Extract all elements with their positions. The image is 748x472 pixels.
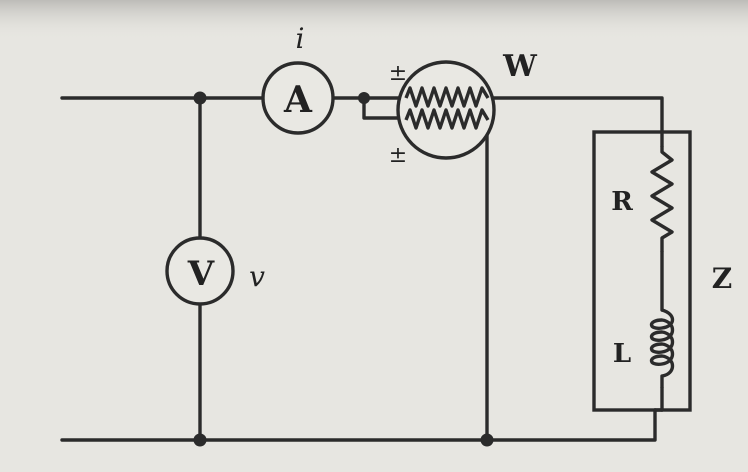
- voltmeter-symbol: V: [187, 254, 215, 294]
- node-bottom-left: [193, 433, 207, 447]
- resistor-label: R: [611, 187, 633, 217]
- top-wire-right: [490, 96, 664, 134]
- wattmeter-label: W: [502, 49, 538, 84]
- voltmeter: V: [165, 236, 235, 306]
- node-wattmeter-junction: [358, 92, 370, 104]
- impedance-box: [592, 130, 692, 412]
- voltage-label: v: [249, 260, 265, 293]
- polarity-mark-voltage: ±: [389, 143, 407, 168]
- photo-shading: [0, 0, 748, 40]
- wattmeter: [396, 60, 496, 160]
- inductor-label: L: [613, 339, 631, 369]
- inductor-coil: [649, 308, 675, 388]
- current-label: i: [296, 22, 305, 55]
- polarity-mark-current: ±: [389, 61, 407, 86]
- voltage-coil-lead: [362, 98, 406, 120]
- bottom-wire: [60, 408, 657, 442]
- ammeter-symbol: A: [283, 79, 313, 121]
- voltmeter-circle: [165, 236, 235, 306]
- ammeter-circle: [261, 61, 335, 135]
- wattmeter-voltage-coil: [404, 108, 490, 130]
- wattmeter-current-coil: [404, 86, 490, 108]
- resistor-zigzag: [650, 146, 674, 252]
- node-bottom-right: [480, 433, 494, 447]
- node-top-left: [193, 91, 207, 105]
- ammeter: A: [261, 61, 335, 135]
- impedance-label: Z: [712, 262, 732, 295]
